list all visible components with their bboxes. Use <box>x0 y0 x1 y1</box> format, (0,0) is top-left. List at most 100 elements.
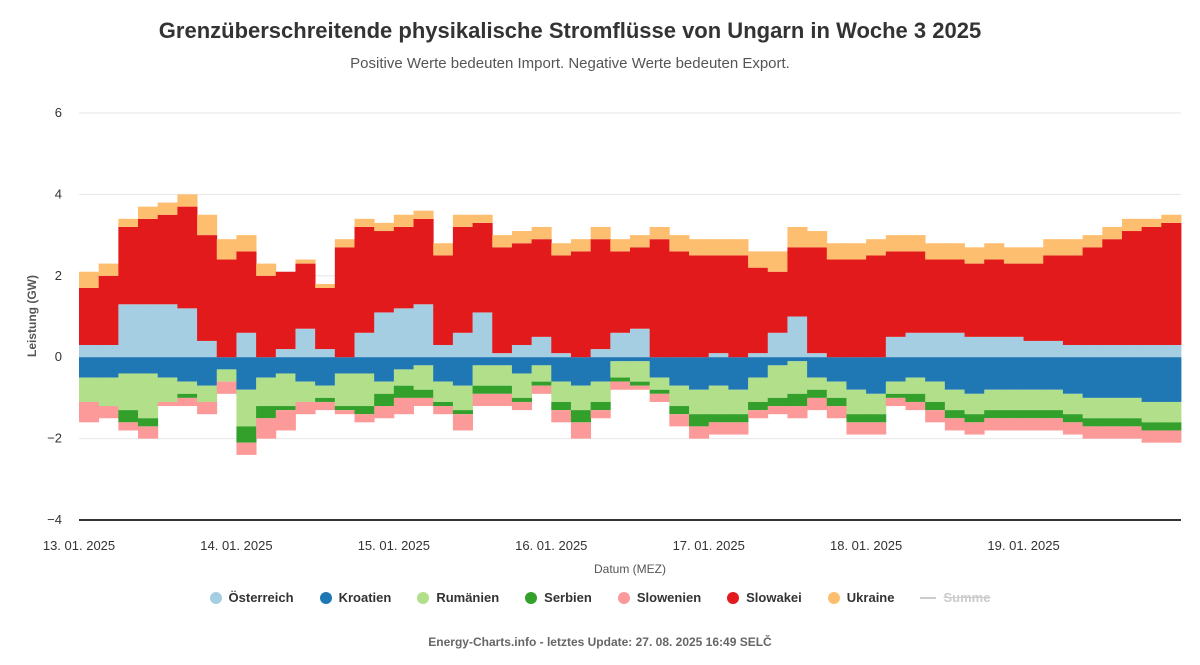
bar-segment <box>590 381 611 402</box>
bar-segment <box>1003 410 1024 419</box>
bar-segment <box>433 401 454 407</box>
bar-segment <box>807 357 828 378</box>
bar-segment <box>295 328 316 358</box>
bar-segment <box>1161 422 1182 431</box>
bar-segment <box>669 357 690 386</box>
bar-segment <box>984 243 1005 260</box>
bar-segment <box>826 259 847 358</box>
bar-segment <box>354 414 375 423</box>
legend-line-swatch <box>920 596 937 599</box>
bar-segment <box>708 414 729 423</box>
bar-segment <box>315 401 336 411</box>
bar-segment <box>1082 344 1103 358</box>
bar-segment <box>138 304 159 358</box>
bar-segment <box>1082 418 1103 427</box>
bar-segment <box>1102 418 1123 427</box>
bar-segment <box>157 357 178 378</box>
stacked-bar-chart: 6 4 2 0 −2 −4 13. 01. 2025 14. 01. 2025 15. 01.… <box>25 105 1182 576</box>
bar-segment <box>767 406 788 415</box>
bar-segment <box>748 401 769 411</box>
bar-segment <box>787 226 808 248</box>
legend-item[interactable]: Ukraine <box>827 590 894 605</box>
bar-segment <box>511 357 533 374</box>
legend-item[interactable]: Slowakei <box>727 590 802 605</box>
bar-segment <box>1161 401 1182 423</box>
legend-label: Slowenien <box>636 590 702 605</box>
bar-segment <box>393 357 414 370</box>
bar-segment <box>1062 357 1084 394</box>
bar-segment <box>354 357 375 374</box>
bar-segment <box>452 385 473 411</box>
bar-segment <box>570 422 592 439</box>
bar-segment <box>984 389 1005 411</box>
x-tick-label: 18. 01. 2025 <box>830 538 902 553</box>
bar-segment <box>925 381 946 402</box>
bar-segment <box>393 214 414 227</box>
bar-segment <box>590 239 611 350</box>
bar-segment <box>807 247 828 354</box>
y-axis-label: Leistung (GW) <box>25 275 39 357</box>
bar-segment <box>511 373 533 398</box>
bar-segment <box>551 255 572 354</box>
legend-item-summe[interactable]: Summe <box>920 590 990 605</box>
bar-segment <box>905 401 926 411</box>
bar-segment <box>492 247 513 354</box>
bar-segment <box>826 381 847 398</box>
bar-segment <box>787 316 808 358</box>
bar-segment <box>393 308 414 358</box>
legend-item[interactable]: Kroatien <box>319 590 391 605</box>
bar-segment <box>393 226 414 309</box>
bar-segment <box>649 357 670 378</box>
bar-segment <box>295 357 316 382</box>
bar-segment <box>295 263 316 329</box>
bar-segment <box>315 397 336 402</box>
bar-segment <box>452 410 473 415</box>
bar-segment <box>413 357 434 366</box>
legend-item[interactable]: Österreich <box>209 590 294 605</box>
legend-swatch <box>827 591 840 604</box>
bar-segment <box>334 239 355 248</box>
bar-segment <box>866 357 887 394</box>
bar-segment <box>177 194 198 207</box>
legend-item[interactable]: Rumänien <box>417 590 499 605</box>
bar-segment <box>649 377 670 390</box>
legend-item[interactable]: Slowenien <box>617 590 702 605</box>
bar-segment <box>393 397 414 415</box>
bar-segment <box>256 357 277 378</box>
bar-segment <box>197 340 218 358</box>
y-tick-label: 6 <box>55 105 62 120</box>
bar-segment <box>118 373 139 411</box>
bar-segment <box>807 389 828 398</box>
bar-segment <box>590 349 611 358</box>
bar-segment <box>98 377 119 407</box>
legend-item[interactable]: Serbien <box>525 590 592 605</box>
bar-segment <box>374 222 395 232</box>
bar-segment <box>315 349 336 358</box>
bar-segment <box>98 406 119 419</box>
bar-segment <box>708 239 729 256</box>
bar-segment <box>964 263 985 337</box>
bar-segment <box>748 410 769 419</box>
bar-segment <box>1023 410 1044 419</box>
bar-segment <box>551 381 572 402</box>
bar-segment <box>472 312 493 358</box>
bar-segment <box>610 361 631 378</box>
bar-segment <box>492 385 513 394</box>
bar-segment <box>748 353 769 358</box>
bar-segment <box>531 357 552 366</box>
bar-segment <box>275 373 296 407</box>
bar-segment <box>846 357 867 390</box>
bar-segment <box>807 353 828 358</box>
bar-segment <box>531 336 552 358</box>
bar-segment <box>334 357 355 374</box>
bar-segment <box>413 397 434 407</box>
bar-segment <box>492 235 513 248</box>
bar-segment <box>885 397 906 407</box>
bar-segment <box>1043 418 1064 431</box>
bar-segment <box>570 239 592 252</box>
bar-segment <box>944 243 965 260</box>
bar-segment <box>472 222 493 313</box>
y-tick-label: 4 <box>55 186 62 201</box>
bar-segment <box>925 410 946 423</box>
bar-segment <box>256 418 277 439</box>
